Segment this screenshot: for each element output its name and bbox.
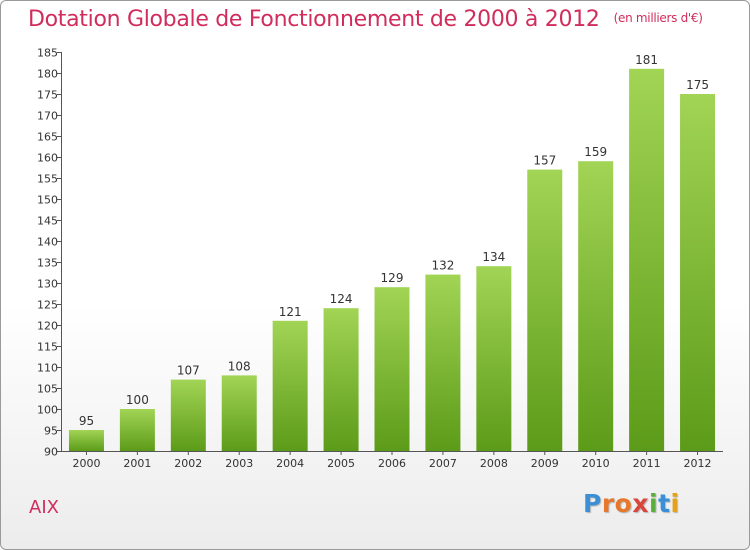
- bar-2004: [272, 320, 308, 451]
- bar-2002: [170, 379, 206, 451]
- data-label-2008: 134: [482, 250, 505, 264]
- y-tick-label: 95: [44, 425, 58, 438]
- data-label-2010: 159: [584, 145, 607, 159]
- bar-2003: [221, 375, 257, 451]
- data-label-2002: 107: [177, 364, 200, 378]
- x-tick-label-2005: 2005: [327, 457, 355, 470]
- chart-axes: 90 95 100 105 110 115 120 125 130 135 140 145 150 155…: [37, 47, 723, 470]
- y-tick-label: 180: [37, 68, 58, 81]
- y-tick-label: 120: [37, 320, 58, 333]
- chart-bars: 95 100 107 108 121 124 129 132 134 157 159 181 175: [68, 53, 716, 452]
- bar-2009: [527, 169, 563, 451]
- x-tick-label-2000: 2000: [72, 457, 100, 470]
- data-label-2000: 95: [79, 414, 94, 428]
- y-tick-label: 125: [37, 299, 58, 312]
- proxiti-logo[interactable]: Proxiti: [583, 489, 680, 518]
- bar-2008: [476, 266, 512, 451]
- y-tick-label: 150: [37, 194, 58, 207]
- bar-2012: [680, 94, 716, 451]
- data-label-2006: 129: [381, 271, 404, 285]
- data-label-2009: 157: [533, 154, 556, 168]
- x-tick-label-2004: 2004: [276, 457, 304, 470]
- y-tick-label: 155: [37, 173, 58, 186]
- x-tick-label-2006: 2006: [378, 457, 406, 470]
- y-tick-label: 130: [37, 278, 58, 291]
- x-tick-label-2001: 2001: [123, 457, 151, 470]
- bar-2006: [374, 287, 410, 451]
- y-tick-label: 100: [37, 404, 58, 417]
- data-label-2001: 100: [126, 393, 149, 407]
- y-tick-label: 165: [37, 131, 58, 144]
- y-tick-label: 90: [44, 446, 58, 459]
- bar-2000: [68, 430, 104, 451]
- data-label-2003: 108: [228, 359, 251, 373]
- x-tick-label-2007: 2007: [429, 457, 457, 470]
- y-tick-label: 135: [37, 257, 58, 270]
- bar-2010: [578, 161, 614, 451]
- chart-unit: (en milliers d'€): [613, 11, 703, 25]
- x-tick-label-2003: 2003: [225, 457, 253, 470]
- data-label-2004: 121: [279, 305, 302, 319]
- x-tick-label-2010: 2010: [582, 457, 610, 470]
- x-tick-label-2012: 2012: [684, 457, 712, 470]
- y-tick-label: 185: [37, 47, 58, 60]
- x-tick-label-2011: 2011: [633, 457, 661, 470]
- y-tick-label: 115: [37, 341, 58, 354]
- chart-title-text: Dotation Globale de Fonctionnement de 20…: [28, 7, 600, 32]
- data-label-2007: 132: [431, 259, 454, 273]
- bar-2007: [425, 274, 461, 451]
- chart-title: Dotation Globale de Fonctionnement de 20…: [28, 7, 703, 32]
- x-tick-label-2008: 2008: [480, 457, 508, 470]
- data-label-2012: 175: [686, 78, 709, 92]
- y-tick-label: 145: [37, 215, 58, 228]
- y-tick-label: 160: [37, 152, 58, 165]
- bar-2011: [629, 68, 665, 452]
- data-label-2011: 181: [635, 53, 658, 67]
- x-tick-label-2002: 2002: [174, 457, 202, 470]
- y-tick-label: 110: [37, 362, 58, 375]
- bar-2001: [119, 409, 155, 451]
- bar-2005: [323, 308, 359, 451]
- x-tick-label-2009: 2009: [531, 457, 559, 470]
- city-name: AIX: [29, 497, 59, 518]
- y-tick-label: 170: [37, 110, 58, 123]
- y-tick-label: 105: [37, 383, 58, 396]
- y-tick-label: 175: [37, 89, 58, 102]
- y-tick-label: 140: [37, 236, 58, 249]
- data-label-2005: 124: [330, 292, 353, 306]
